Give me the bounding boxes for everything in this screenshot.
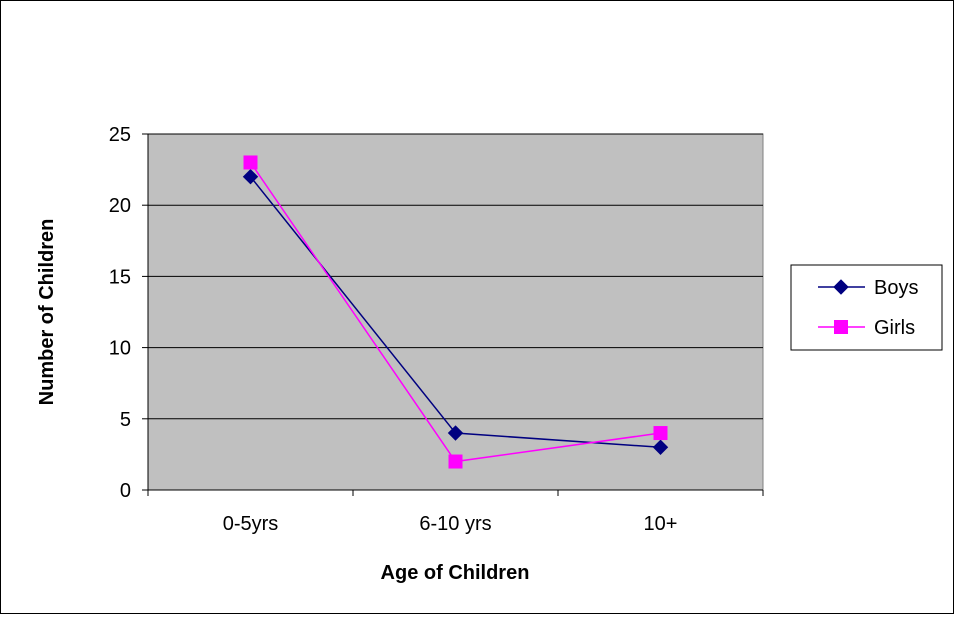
x-tick-label: 0-5yrs	[223, 513, 279, 535]
axes: 0 5 10 15 20 25 0-5yrs 6-10 yrs 10+	[109, 124, 764, 535]
data-point-girls	[243, 155, 258, 170]
y-tick-label: 25	[109, 124, 131, 146]
x-axis-title: Age of Children	[381, 562, 530, 584]
y-tick-label: 15	[109, 266, 131, 288]
y-tick-label: 5	[120, 409, 131, 431]
y-tick-label: 20	[109, 195, 131, 217]
data-point-boys	[652, 439, 669, 455]
legend-label: Boys	[874, 277, 918, 299]
legend-marker	[834, 320, 848, 334]
series-girls	[243, 155, 668, 469]
legend-box	[790, 264, 943, 351]
legend: Boys Girls	[790, 264, 943, 351]
legend-item-boys: Boys	[818, 277, 918, 299]
data-point-girls	[653, 426, 668, 441]
data-point-boys	[242, 169, 259, 185]
y-axis-title: Number of Children	[36, 219, 58, 406]
legend-item-girls: Girls	[818, 317, 915, 339]
legend-marker	[833, 279, 849, 295]
x-tick-label: 10+	[644, 513, 678, 535]
x-tick-label: 6-10 yrs	[419, 513, 491, 535]
legend-label: Girls	[874, 317, 915, 339]
y-tick-label: 10	[109, 338, 131, 360]
series-layer	[242, 155, 669, 469]
y-tick-label: 0	[120, 480, 131, 502]
grid-lines	[148, 133, 763, 420]
data-point-girls	[448, 454, 463, 469]
data-point-boys	[447, 425, 464, 441]
